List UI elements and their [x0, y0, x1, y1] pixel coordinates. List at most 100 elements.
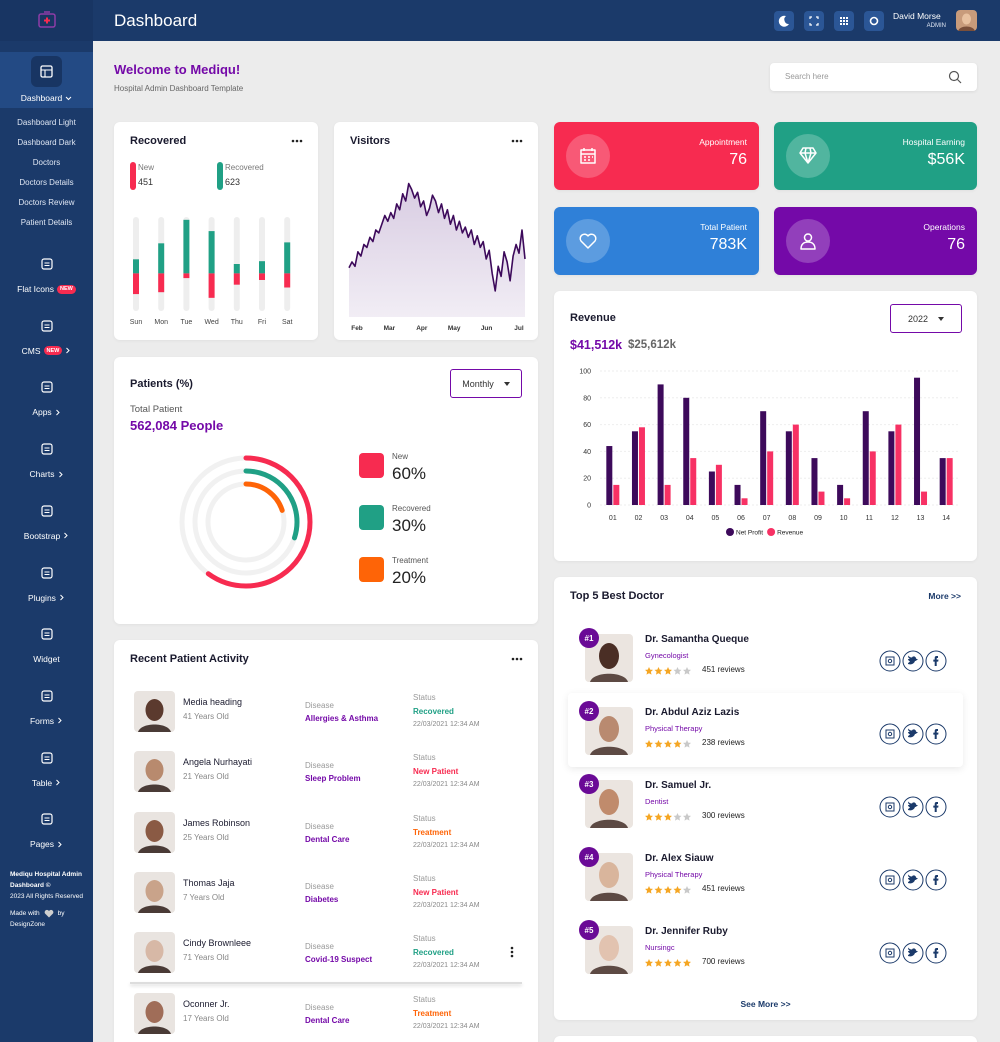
submenu-item[interactable]: Dashboard Light [17, 118, 76, 127]
search-box[interactable]: Search here [770, 63, 977, 91]
card-title: Recent Patient Activity [130, 653, 249, 665]
chevron [58, 841, 62, 848]
filter-dropdown[interactable]: 2022 [890, 304, 962, 333]
icon-shape [41, 381, 53, 393]
header-button[interactable] [774, 11, 794, 31]
chevron-right [58, 841, 62, 848]
chevron [56, 779, 60, 786]
menu-item[interactable]: CMS NEW [0, 346, 93, 356]
disease-label: Disease [305, 881, 334, 891]
more-link[interactable]: More >> [928, 591, 961, 601]
star [654, 813, 663, 821]
social-button[interactable] [879, 796, 901, 818]
disease-label: Disease [305, 821, 334, 831]
avatar-face [145, 819, 164, 842]
more-menu[interactable] [505, 945, 519, 959]
active-menu[interactable]: Dashboard [0, 52, 93, 108]
menu-label: Apps [32, 407, 52, 418]
submenu-item[interactable]: Doctors Details [19, 178, 74, 187]
x-tick-label: 11 [866, 515, 873, 522]
bar [259, 261, 265, 274]
legend-label: Revenue [777, 530, 803, 537]
menu-item[interactable]: Pages [0, 839, 93, 849]
chevron-right [66, 347, 71, 354]
menu-item[interactable]: Bootstrap [0, 531, 93, 541]
patient-name: James Robinson [183, 817, 251, 828]
card-title: Top 5 Best Doctor [570, 590, 664, 602]
chevron [60, 594, 64, 601]
social-icon [908, 947, 918, 957]
bar [284, 242, 291, 274]
icon-shape [41, 690, 53, 702]
bar [888, 431, 895, 505]
social-button[interactable] [879, 869, 901, 891]
legend-swatch [359, 557, 384, 582]
more-menu[interactable] [510, 134, 524, 148]
header-button[interactable] [864, 11, 884, 31]
menu-icon [41, 628, 53, 640]
star [645, 667, 653, 675]
social-button[interactable] [879, 650, 901, 672]
social-button[interactable] [879, 723, 901, 745]
star [654, 959, 663, 967]
menu-item[interactable]: Flat Icons NEW [0, 284, 93, 294]
header-button[interactable] [804, 11, 824, 31]
menu-item[interactable]: Plugins [0, 593, 93, 603]
patient-name: Oconner Jr. [183, 998, 230, 1009]
stat-icon [786, 134, 830, 178]
submenu-item[interactable]: Doctors [32, 158, 61, 167]
star [664, 959, 672, 967]
search-icon[interactable] [948, 70, 962, 84]
dot [511, 139, 515, 143]
status-label: Status [413, 934, 436, 944]
more-menu[interactable] [510, 652, 524, 666]
legend-label: Net Profit [736, 530, 763, 537]
card-title: Visitors [350, 135, 391, 147]
social-icon [885, 875, 895, 885]
bar [862, 411, 869, 505]
bar [792, 424, 799, 505]
x-tick-label: 12 [891, 515, 899, 522]
x-tick-label: 07 [763, 515, 771, 522]
footer-by: by [57, 910, 65, 917]
stat-value: 783K [709, 236, 747, 253]
avatar-body [138, 724, 171, 732]
patient-avatar [134, 751, 175, 793]
chevron-right [55, 409, 60, 416]
legend-marker [726, 528, 734, 536]
stat-label: Operations [923, 222, 965, 232]
legend-marker [767, 528, 776, 536]
social-button[interactable] [879, 942, 901, 964]
menu-item[interactable]: Apps [0, 407, 93, 417]
patient-age: 25 Years Old [183, 832, 229, 842]
x-tick-label: Jun [481, 325, 493, 332]
x-tick-label: Mon [154, 319, 168, 326]
stat-card: Operations 76 [774, 207, 977, 275]
rank-badge: #2 [579, 701, 599, 721]
menu-item[interactable]: Widget [0, 654, 93, 664]
avatar-body [590, 819, 628, 828]
submenu-item[interactable]: Patient Details [20, 218, 73, 227]
filter-dropdown[interactable]: Monthly [450, 369, 522, 398]
submenu-item[interactable]: Doctors Review [18, 198, 75, 207]
patient-avatar [134, 932, 175, 974]
header-button[interactable] [834, 11, 854, 31]
menu-item[interactable]: Forms [0, 716, 93, 726]
bar [818, 491, 825, 505]
chevron-right [64, 532, 68, 539]
star [683, 813, 691, 821]
star [683, 886, 691, 894]
user-avatar[interactable] [956, 10, 977, 31]
submenu-item[interactable]: Dashboard Dark [17, 138, 76, 147]
filter-label: 2022 [907, 313, 929, 324]
more-menu[interactable] [290, 134, 304, 148]
x-tick-label: Thu [231, 319, 243, 326]
legend-swatch [359, 505, 384, 530]
row-divider [130, 981, 522, 984]
menu-icon [41, 751, 53, 764]
menu-item[interactable]: Table [0, 778, 93, 788]
reviews: 300 reviews [702, 811, 745, 820]
icon-detail [44, 447, 50, 452]
see-more-link[interactable]: See More >> [740, 999, 791, 1009]
menu-item[interactable]: Charts [0, 469, 93, 479]
